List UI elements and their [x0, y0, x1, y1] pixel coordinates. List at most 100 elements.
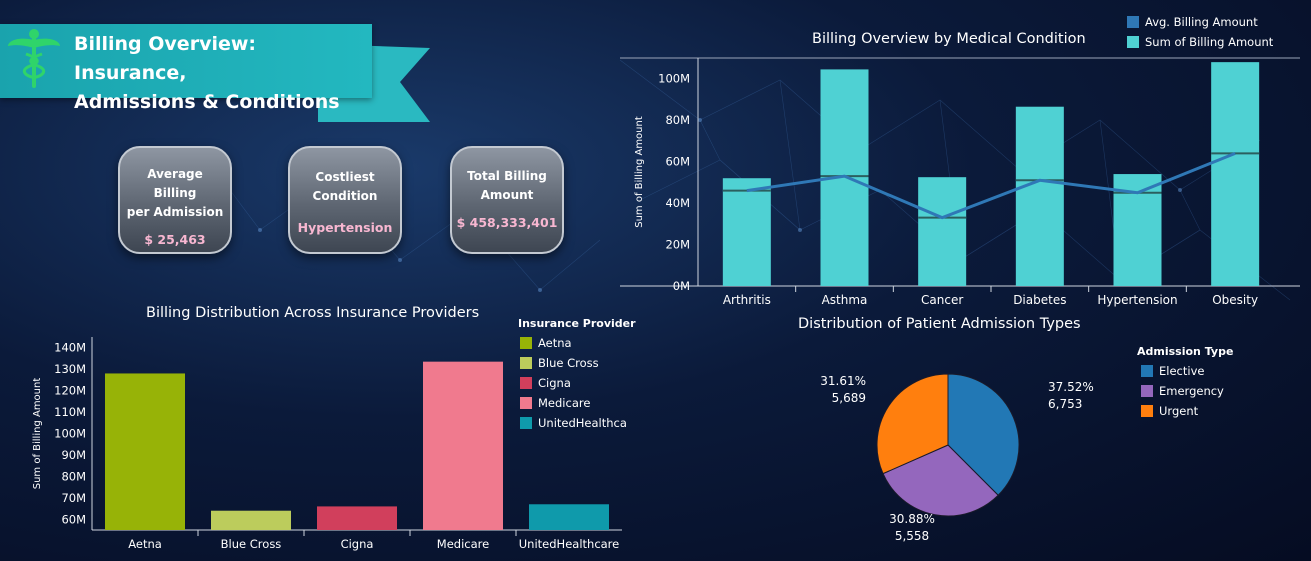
bar-diabetes[interactable]	[1015, 106, 1064, 286]
kpi-value: $ 458,333,401	[456, 215, 558, 230]
y-tick-label: 140M	[54, 341, 86, 355]
pie-label-value: 5,558	[895, 529, 929, 543]
kpi-value: Hypertension	[297, 220, 393, 235]
y-tick-label: 60M	[665, 155, 690, 169]
y-tick-label: 90M	[61, 448, 86, 462]
pie-label-percent: 30.88%	[889, 512, 935, 526]
admission-chart-title: Distribution of Patient Admission Types	[798, 316, 1081, 332]
kpi-total-billing: Total Billing Amount $ 458,333,401	[450, 146, 564, 254]
legend-label: Elective	[1159, 364, 1205, 378]
kpi-value: $ 25,463	[144, 232, 206, 247]
legend-item-elective[interactable]: Elective	[1141, 364, 1204, 378]
x-tick-label: Hypertension	[1097, 293, 1177, 307]
dashboard-title: Billing Overview: Insurance, Admissions …	[74, 30, 374, 117]
y-tick-label: 120M	[54, 384, 86, 398]
legend-label: Emergency	[1159, 384, 1224, 398]
y-tick-label: 130M	[54, 362, 86, 376]
pie-label-percent: 37.52%	[1048, 380, 1094, 394]
x-tick-label: Arthritis	[723, 293, 771, 307]
legend-label: UnitedHealthca	[538, 416, 627, 430]
pie-label-percent: 31.61%	[820, 374, 866, 388]
kpi-label-line: Average	[147, 167, 203, 181]
legend-swatch	[520, 417, 532, 429]
y-tick-label: 80M	[665, 113, 690, 127]
insurance-chart-title: Billing Distribution Across Insurance Pr…	[146, 305, 480, 321]
kpi-average-billing: Average Billing per Admission $ 25,463	[118, 146, 232, 254]
legend-item-sum-billing[interactable]: Sum of Billing Amount	[1127, 35, 1273, 49]
legend-item-avg-billing[interactable]: Avg. Billing Amount	[1127, 15, 1258, 29]
y-tick-label: 20M	[665, 238, 690, 252]
dashboard-title-line2: Admissions & Conditions	[74, 91, 340, 113]
kpi-label-line: Billing	[153, 186, 197, 200]
kpi-label-line: Total Billing	[467, 169, 547, 183]
insurance-chart: 60M 70M 80M 90M 100M 110M 120M 130M 140M Sum of B…	[32, 337, 622, 551]
admission-pie-chart: 37.52% 6,753 30.88% 5,558 31.61% 5,689	[820, 373, 1094, 543]
legend-swatch	[1141, 405, 1153, 417]
y-tick-label: 60M	[61, 512, 86, 526]
x-tick-label: Obesity	[1212, 293, 1258, 307]
legend-label: Cigna	[538, 376, 571, 390]
legend-item-unitedhealthcare[interactable]: UnitedHealthca	[520, 416, 627, 430]
pie-label-value: 6,753	[1048, 397, 1082, 411]
legend-swatch	[520, 397, 532, 409]
kpi-label-line: Costliest	[315, 170, 375, 184]
legend-item-emergency[interactable]: Emergency	[1141, 384, 1224, 398]
legend-swatch	[520, 357, 532, 369]
x-tick-label: Medicare	[437, 537, 489, 551]
caduceus-icon	[8, 29, 60, 88]
x-tick-label: Blue Cross	[221, 537, 282, 551]
bar-obesity[interactable]	[1211, 62, 1260, 287]
legend-item-cigna[interactable]: Cigna	[520, 376, 571, 390]
bar-cancer[interactable]	[918, 177, 967, 286]
insurance-legend-title: Insurance Provider	[518, 317, 636, 330]
header-banner	[0, 24, 372, 98]
kpi-costliest-condition: Costliest Condition Hypertension	[288, 146, 402, 254]
pie-slice-urgent[interactable]	[876, 373, 949, 475]
avg-billing-line[interactable]	[746, 151, 1236, 220]
admission-legend-title: Admission Type	[1137, 345, 1234, 358]
bar-cigna[interactable]	[317, 506, 397, 530]
x-tick-label: Diabetes	[1013, 293, 1066, 307]
legend-item-aetna[interactable]: Aetna	[520, 336, 572, 350]
legend-swatch	[1127, 36, 1139, 48]
legend-swatch	[520, 377, 532, 389]
bar-arthritis[interactable]	[722, 178, 771, 286]
x-tick-label: UnitedHealthcare	[519, 537, 619, 551]
y-axis-label: Sum of Billing Amount	[32, 378, 43, 490]
legend-label: Urgent	[1159, 404, 1199, 418]
kpi-label-line: Condition	[312, 189, 378, 203]
y-tick-label: 80M	[61, 469, 86, 483]
dashboard-title-line1: Billing Overview: Insurance,	[74, 33, 257, 84]
x-tick-label: Cigna	[341, 537, 374, 551]
y-tick-label: 70M	[61, 491, 86, 505]
pie-label-value: 5,689	[832, 391, 866, 405]
legend-swatch	[1141, 365, 1153, 377]
legend-label: Sum of Billing Amount	[1145, 35, 1274, 49]
legend-item-urgent[interactable]: Urgent	[1141, 404, 1198, 418]
legend-label: Blue Cross	[538, 356, 599, 370]
condition-chart-title: Billing Overview by Medical Condition	[812, 31, 1086, 47]
y-tick-label: 100M	[658, 72, 690, 86]
bar-blue-cross[interactable]	[211, 510, 291, 530]
bar-aetna[interactable]	[105, 373, 185, 530]
legend-item-blue-cross[interactable]: Blue Cross	[520, 356, 599, 370]
legend-label: Aetna	[538, 336, 572, 350]
y-tick-label: 100M	[54, 427, 86, 441]
legend-swatch	[1141, 385, 1153, 397]
legend-label: Avg. Billing Amount	[1145, 15, 1258, 29]
legend-label: Medicare	[538, 396, 591, 410]
legend-swatch	[1127, 16, 1139, 28]
legend-swatch	[520, 337, 532, 349]
legend-item-medicare[interactable]: Medicare	[520, 396, 590, 410]
kpi-label-line: per Admission	[126, 205, 224, 219]
pie-slice-elective[interactable]	[947, 373, 1020, 496]
bar-medicare[interactable]	[423, 361, 503, 530]
kpi-label-line: Amount	[480, 188, 534, 202]
x-tick-label: Asthma	[822, 293, 868, 307]
bar-unitedhealthcare[interactable]	[529, 504, 609, 530]
y-tick-label: 40M	[665, 196, 690, 210]
x-tick-label: Aetna	[128, 537, 162, 551]
x-tick-label: Cancer	[921, 293, 963, 307]
condition-chart: 0M 20M 40M 60M 80M 100M Sum of Billing Amount A…	[620, 57, 1300, 307]
pie-slice-emergency[interactable]	[882, 444, 999, 517]
